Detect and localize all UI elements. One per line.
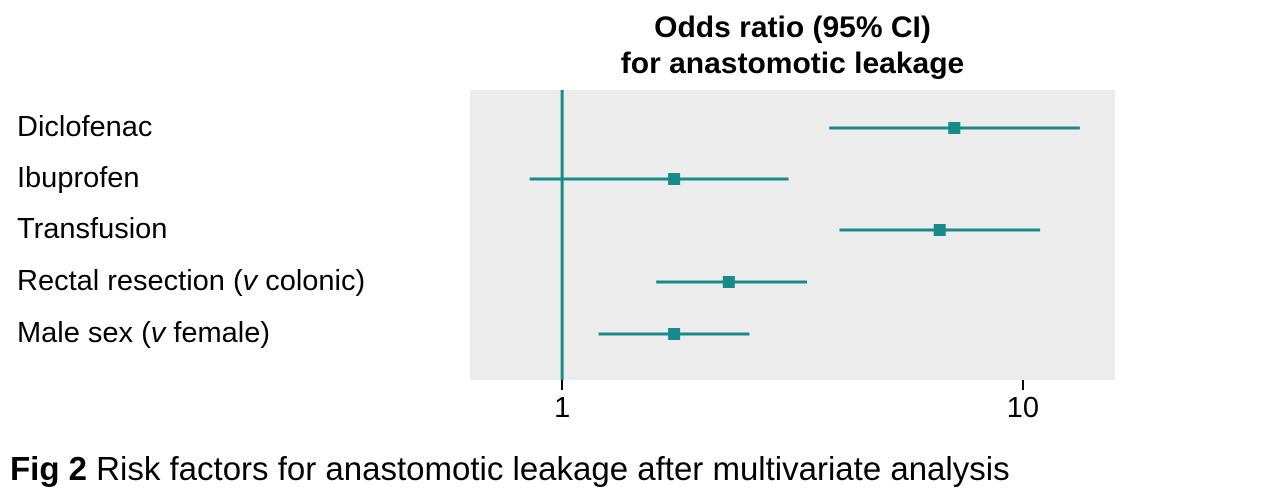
x-tick-label: 1 <box>522 392 602 425</box>
row-label: Ibuprofen <box>17 162 140 195</box>
x-tick-label: 10 <box>983 392 1063 425</box>
row-label: Rectal resection (v colonic) <box>17 265 365 298</box>
point-marker <box>668 173 680 185</box>
row-label: Diclofenac <box>17 111 152 144</box>
chart-title: Odds ratio (95% CI) for anastomotic leak… <box>621 10 964 82</box>
figure-number: Fig 2 <box>10 450 87 487</box>
forest-svg <box>470 90 1115 380</box>
row-label: Male sex (v female) <box>17 317 270 350</box>
point-marker <box>934 224 946 236</box>
figure-caption: Fig 2 Risk factors for anastomotic leaka… <box>10 450 1010 488</box>
figure-caption-text: Risk factors for anastomotic leakage aft… <box>87 450 1010 487</box>
x-tick-mark <box>1022 380 1024 390</box>
point-marker <box>668 328 680 340</box>
plot-area <box>470 90 1115 380</box>
point-marker <box>723 276 735 288</box>
x-tick-mark <box>561 380 563 390</box>
point-marker <box>948 122 960 134</box>
figure-container: Odds ratio (95% CI) for anastomotic leak… <box>0 0 1279 501</box>
row-label: Transfusion <box>17 213 167 246</box>
